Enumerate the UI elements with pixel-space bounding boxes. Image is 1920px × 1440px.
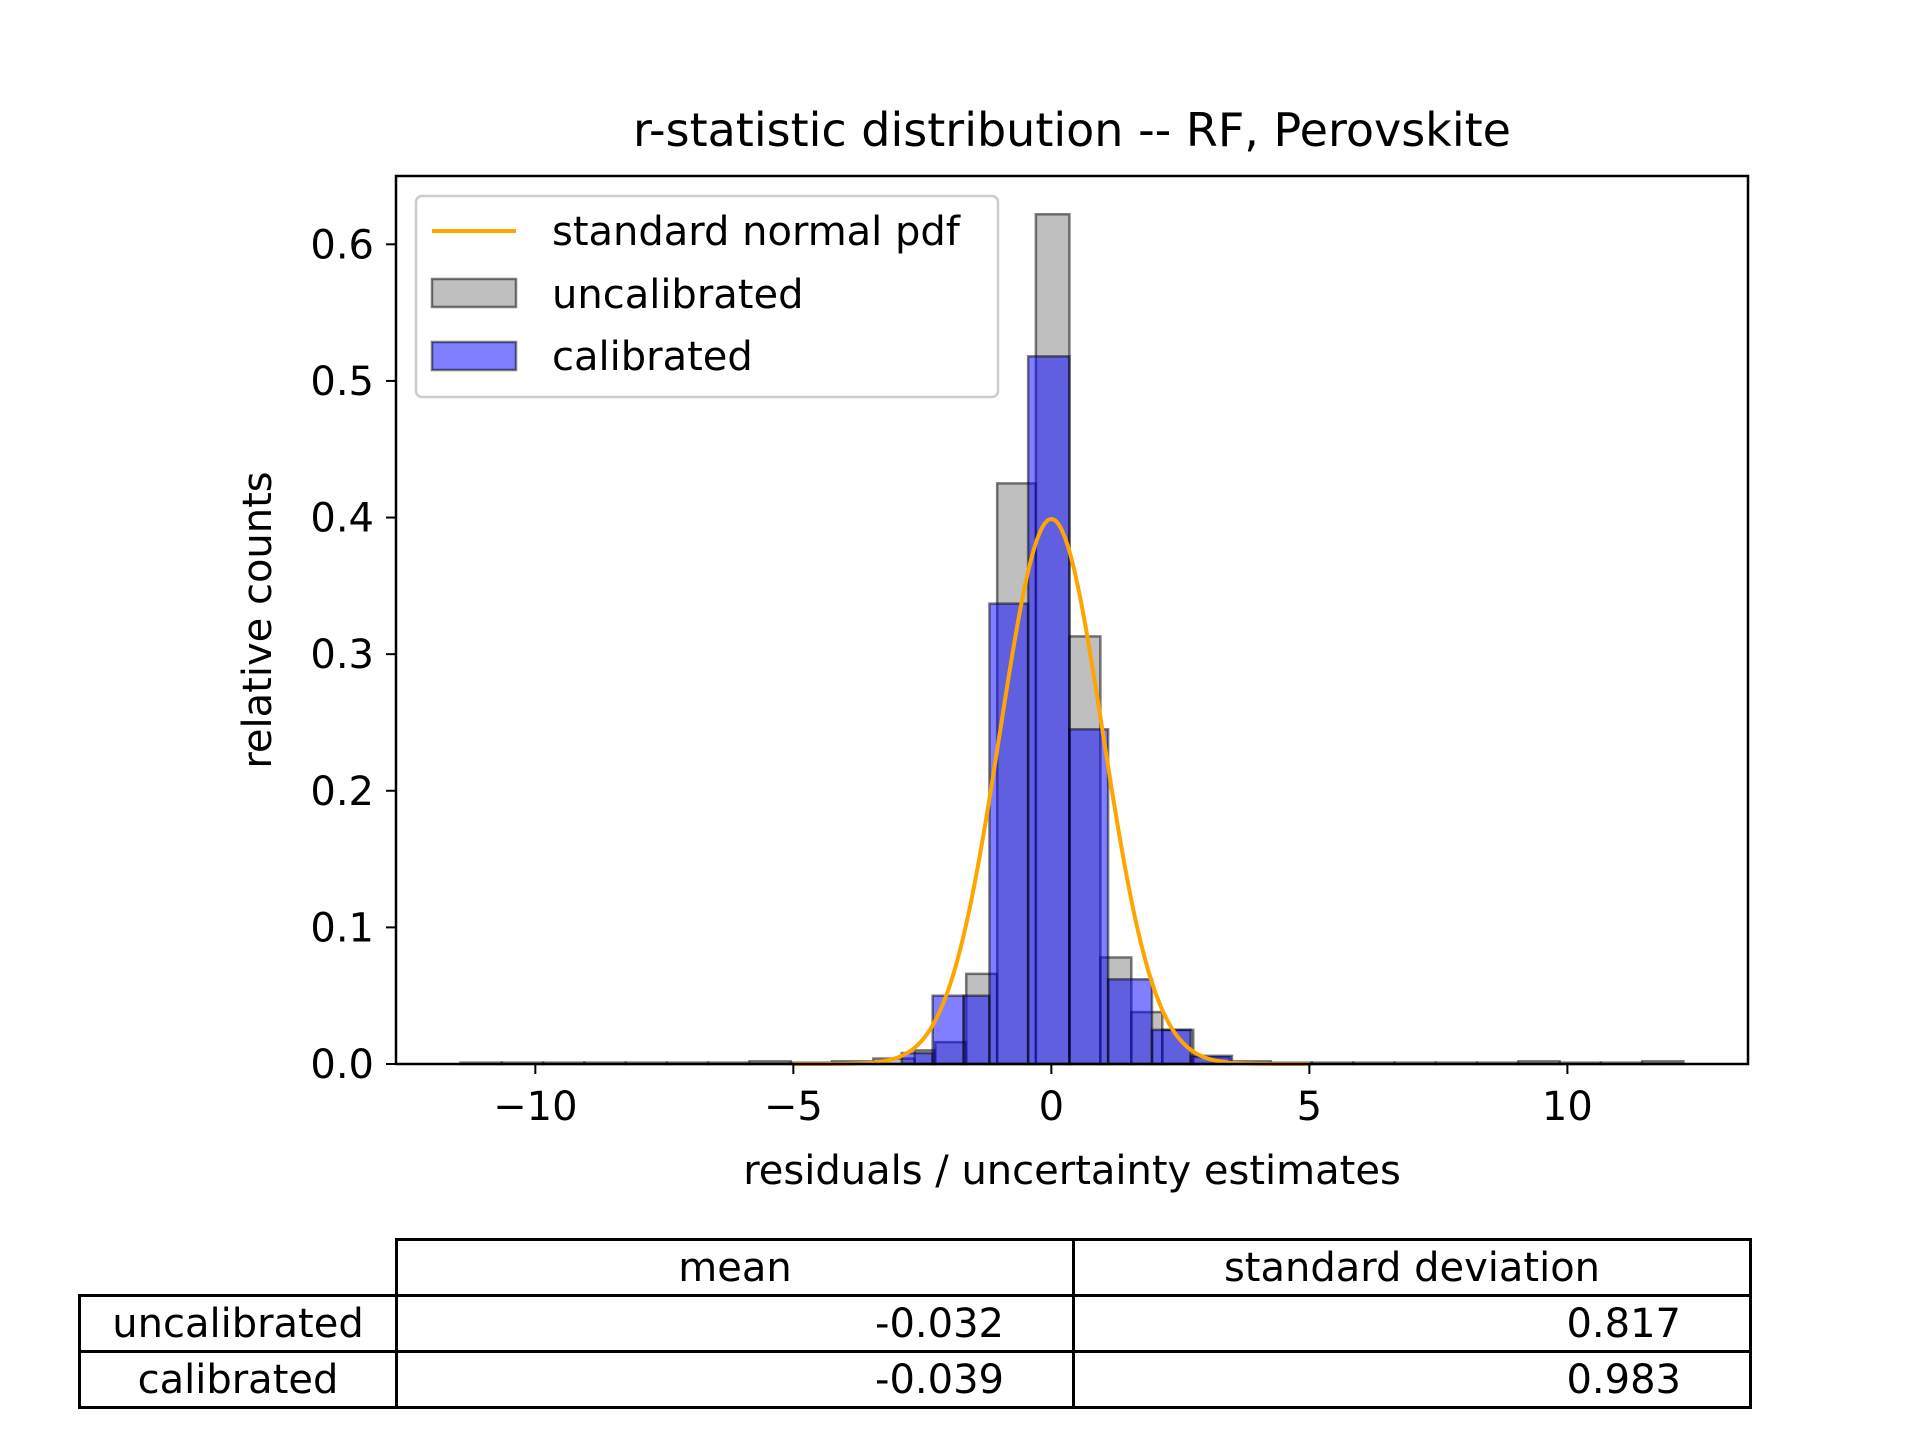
table-row: uncalibrated -0.032 0.817 bbox=[78, 1294, 1752, 1353]
x-axis-ticks: −10 −5 0 5 10 bbox=[493, 1064, 1593, 1130]
standard-normal-pdf-line bbox=[793, 516, 1310, 1066]
stats-table: mean standard deviation uncalibrated -0.… bbox=[78, 1238, 1752, 1409]
y-axis-label: relative counts bbox=[235, 471, 281, 768]
x-tick-label: −10 bbox=[493, 1084, 577, 1130]
table-header-row: mean standard deviation bbox=[80, 1238, 1752, 1297]
y-tick-label: 0.2 bbox=[310, 769, 374, 815]
y-tick-label: 0.4 bbox=[310, 496, 374, 542]
y-tick-label: 0.3 bbox=[310, 632, 374, 678]
x-axis-label: residuals / uncertainty estimates bbox=[743, 1148, 1401, 1194]
y-axis-ticks: 0.0 0.1 0.2 0.3 0.4 0.5 0.6 bbox=[310, 222, 396, 1088]
x-tick-label: −5 bbox=[764, 1084, 823, 1130]
legend-label-pdf: standard normal pdf bbox=[552, 209, 961, 255]
calibrated-bar bbox=[962, 994, 991, 1066]
plot-frame bbox=[394, 174, 1750, 1066]
table-header-mean: mean bbox=[395, 1238, 1075, 1297]
table-row: calibrated -0.039 0.983 bbox=[78, 1350, 1752, 1409]
y-tick-label: 0.0 bbox=[310, 1042, 374, 1088]
y-tick-label: 0.5 bbox=[310, 359, 374, 405]
legend-swatch-uncalibrated bbox=[430, 277, 518, 309]
legend: standard normal pdf uncalibrated calibra… bbox=[414, 194, 1000, 399]
histogram-chart: r-statistic distribution -- RF, Perovski… bbox=[235, 103, 1750, 1194]
legend-label-uncalibrated: uncalibrated bbox=[552, 272, 803, 318]
calibrated-bar bbox=[931, 994, 965, 1066]
calibrated-bars bbox=[900, 355, 1234, 1066]
calibrated-bar bbox=[1026, 355, 1071, 1066]
legend-label-calibrated: calibrated bbox=[552, 334, 753, 380]
table-row-label: uncalibrated bbox=[78, 1294, 398, 1353]
y-tick-label: 0.1 bbox=[310, 905, 374, 951]
x-tick-label: 10 bbox=[1542, 1084, 1593, 1130]
table-cell-std: 0.983 bbox=[1072, 1350, 1752, 1409]
table-header-std: standard deviation bbox=[1072, 1238, 1752, 1297]
calibrated-bar bbox=[1068, 728, 1110, 1066]
legend-swatch-calibrated bbox=[430, 340, 518, 372]
table-cell-std: 0.817 bbox=[1072, 1294, 1752, 1353]
x-tick-label: 0 bbox=[1039, 1084, 1064, 1130]
table-corner bbox=[80, 1240, 397, 1296]
table-row-label: calibrated bbox=[78, 1350, 398, 1409]
y-tick-label: 0.6 bbox=[310, 222, 374, 268]
calibrated-bar bbox=[1106, 978, 1154, 1066]
table-cell-mean: -0.032 bbox=[395, 1294, 1075, 1353]
x-tick-label: 5 bbox=[1297, 1084, 1322, 1130]
table-cell-mean: -0.039 bbox=[395, 1350, 1075, 1409]
chart-title: r-statistic distribution -- RF, Perovski… bbox=[633, 103, 1511, 157]
legend-box bbox=[414, 194, 1000, 399]
